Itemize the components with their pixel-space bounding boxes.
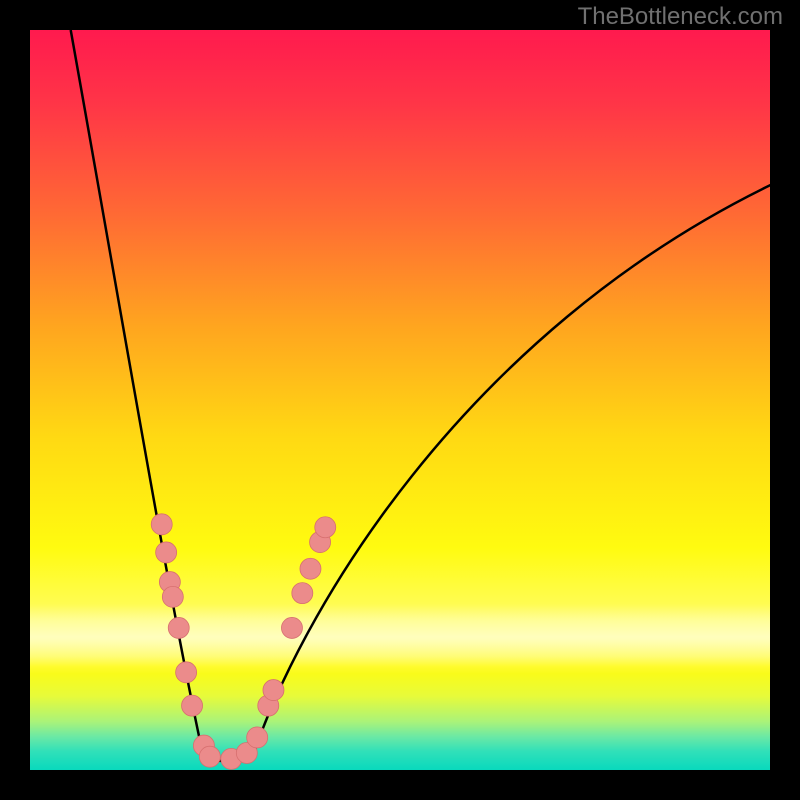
data-marker [156, 542, 177, 563]
data-marker [168, 617, 189, 638]
data-marker [292, 583, 313, 604]
data-marker [247, 727, 268, 748]
data-marker [199, 746, 220, 767]
data-marker [281, 617, 302, 638]
plot-area [30, 30, 770, 770]
data-marker [263, 680, 284, 701]
data-marker [300, 558, 321, 579]
data-marker [182, 695, 203, 716]
pale-highlight-band [30, 604, 770, 674]
data-marker [151, 514, 172, 535]
data-marker [162, 586, 183, 607]
data-marker [176, 662, 197, 683]
chart-svg [30, 30, 770, 770]
data-marker [315, 517, 336, 538]
watermark-text: TheBottleneck.com [578, 3, 783, 31]
